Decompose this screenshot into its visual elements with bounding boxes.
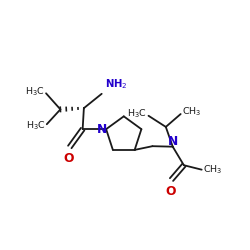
- Text: O: O: [63, 152, 74, 166]
- Text: CH$_3$: CH$_3$: [182, 106, 201, 118]
- Text: N: N: [96, 123, 107, 136]
- Text: H$_3$C: H$_3$C: [26, 119, 46, 132]
- Text: NH$_2$: NH$_2$: [106, 77, 128, 91]
- Text: H$_3$C: H$_3$C: [25, 85, 45, 98]
- Text: H$_3$C: H$_3$C: [128, 108, 147, 120]
- Text: O: O: [165, 185, 175, 198]
- Text: CH$_3$: CH$_3$: [203, 164, 222, 176]
- Text: N: N: [168, 135, 178, 148]
